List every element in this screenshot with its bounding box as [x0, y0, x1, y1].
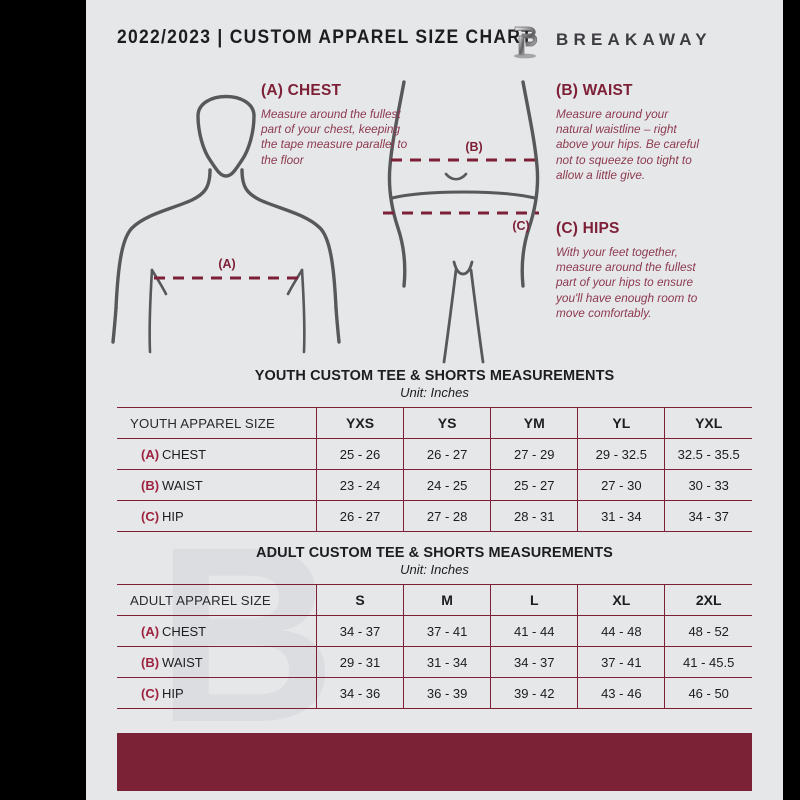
youth-chest-ys: 26 - 27 — [403, 438, 492, 470]
youth-table-unit: Unit: Inches — [400, 385, 469, 400]
hip-measure-label: (C) — [512, 219, 529, 233]
adult-chest-s: 34 - 37 — [316, 615, 405, 647]
hips-figure: (B) (C) — [383, 80, 540, 364]
adult-row-label-chest: (A) CHEST — [117, 615, 317, 647]
hips-description-block: (C) HIPS With your feet together, measur… — [556, 220, 708, 321]
youth-hip-yxs: 26 - 27 — [316, 500, 405, 532]
waist-body: Measure around your natural waistline – … — [556, 107, 699, 182]
chest-description-block: (A) CHEST Measure around the fullest par… — [261, 82, 411, 168]
table-row: (A) CHEST 34 - 37 37 - 41 41 - 44 44 - 48… — [117, 615, 752, 647]
body-illustrations: (A) (B) (C) (A) CHEST Measure around the… — [86, 70, 783, 370]
youth-chest-yxs: 25 - 26 — [316, 438, 405, 470]
adult-hip-s: 34 - 36 — [316, 677, 405, 709]
youth-hip-yl: 31 - 34 — [577, 500, 666, 532]
table-row: (B) WAIST 29 - 31 31 - 34 34 - 37 37 - 41… — [117, 646, 752, 678]
youth-hip-yxl: 34 - 37 — [664, 500, 752, 532]
footer-bar — [117, 733, 752, 791]
row-code: (B) — [141, 477, 160, 493]
table-row: (A) CHEST 25 - 26 26 - 27 27 - 29 29 - 32… — [117, 438, 752, 470]
youth-chest-ym: 27 - 29 — [490, 438, 579, 470]
table-header-row: ADULT APPAREL SIZE S M L XL 2XL — [117, 584, 752, 616]
adult-size-col-1: M — [403, 584, 492, 616]
adult-size-col-0: S — [316, 584, 405, 616]
youth-hip-ys: 27 - 28 — [403, 500, 492, 532]
torso-figure: (A) — [111, 94, 341, 354]
adult-size-header-label: ADULT APPAREL SIZE — [117, 584, 317, 616]
adult-chest-xl: 44 - 48 — [577, 615, 666, 647]
row-code: (A) — [141, 446, 160, 462]
youth-chest-yl: 29 - 32.5 — [577, 438, 666, 470]
waist-description-block: (B) WAIST Measure around your natural wa… — [556, 82, 706, 183]
adult-table-unit: Unit: Inches — [400, 562, 469, 577]
adult-size-col-3: XL — [577, 584, 666, 616]
adult-chest-2xl: 48 - 52 — [664, 615, 752, 647]
row-code: (A) — [141, 623, 160, 639]
waist-measure-label: (B) — [465, 140, 482, 154]
chest-body: Measure around the fullest part of your … — [261, 107, 408, 167]
youth-size-col-1: YS — [403, 407, 492, 439]
youth-waist-yl: 27 - 30 — [577, 469, 666, 501]
adult-waist-xl: 37 - 41 — [577, 646, 666, 678]
hips-body: With your feet together, measure around … — [556, 245, 698, 320]
youth-size-col-4: YXL — [664, 407, 752, 439]
adult-size-table: ADULT APPAREL SIZE S M L XL 2XL (A) CHEST… — [117, 584, 752, 709]
youth-row-label-chest: (A) CHEST — [117, 438, 317, 470]
adult-chest-l: 41 - 44 — [490, 615, 579, 647]
youth-waist-yxl: 30 - 33 — [664, 469, 752, 501]
adult-size-col-4: 2XL — [664, 584, 752, 616]
youth-chest-yxl: 32.5 - 35.5 — [664, 438, 752, 470]
adult-waist-l: 34 - 37 — [490, 646, 579, 678]
table-header-row: YOUTH APPAREL SIZE YXS YS YM YL YXL — [117, 407, 752, 439]
row-code: (C) — [141, 685, 160, 701]
youth-table-title: YOUTH CUSTOM TEE & SHORTS MEASUREMENTS — [254, 368, 615, 384]
adult-waist-m: 31 - 34 — [403, 646, 492, 678]
adult-size-col-2: L — [490, 584, 579, 616]
waist-heading: (B) WAIST — [556, 82, 633, 99]
adult-hip-l: 39 - 42 — [490, 677, 579, 709]
row-name: CHEST — [162, 623, 207, 639]
table-row: (B) WAIST 23 - 24 24 - 25 25 - 27 27 - 30… — [117, 469, 752, 501]
page-header: 2022/2023 | CUSTOM APPAREL SIZE CHART BR… — [86, 22, 783, 62]
youth-size-col-0: YXS — [316, 407, 405, 439]
youth-size-col-3: YL — [577, 407, 666, 439]
youth-size-table: YOUTH APPAREL SIZE YXS YS YM YL YXL (A) C… — [117, 407, 752, 532]
row-name: WAIST — [162, 477, 203, 493]
youth-hip-ym: 28 - 31 — [490, 500, 579, 532]
page-title: 2022/2023 | CUSTOM APPAREL SIZE CHART — [117, 27, 534, 48]
youth-size-table-section: YOUTH CUSTOM TEE & SHORTS MEASUREMENTS U… — [117, 368, 752, 532]
youth-waist-ys: 24 - 25 — [403, 469, 492, 501]
adult-hip-xl: 43 - 46 — [577, 677, 666, 709]
chest-measure-label: (A) — [218, 257, 235, 271]
youth-size-header-label: YOUTH APPAREL SIZE — [117, 407, 317, 439]
row-code: (B) — [141, 654, 160, 670]
table-row: (C) HIP 34 - 36 36 - 39 39 - 42 43 - 46 4… — [117, 677, 752, 709]
table-row: (C) HIP 26 - 27 27 - 28 28 - 31 31 - 34 3… — [117, 500, 752, 532]
youth-waist-ym: 25 - 27 — [490, 469, 579, 501]
row-code: (C) — [141, 508, 160, 524]
adult-hip-m: 36 - 39 — [403, 677, 492, 709]
row-name: HIP — [162, 685, 184, 701]
adult-table-title: ADULT CUSTOM TEE & SHORTS MEASUREMENTS — [256, 545, 613, 561]
adult-chest-m: 37 - 41 — [403, 615, 492, 647]
adult-row-label-hip: (C) HIP — [117, 677, 317, 709]
adult-row-label-waist: (B) WAIST — [117, 646, 317, 678]
row-name: HIP — [162, 508, 184, 524]
youth-size-col-2: YM — [490, 407, 579, 439]
brand-name: BREAKAWAY — [556, 30, 712, 49]
adult-hip-2xl: 46 - 50 — [664, 677, 752, 709]
adult-waist-2xl: 41 - 45.5 — [664, 646, 752, 678]
size-chart-page: B 2022/2023 | CUSTOM APPAREL SIZE CHART … — [86, 0, 783, 800]
row-name: CHEST — [162, 446, 207, 462]
adult-size-table-section: ADULT CUSTOM TEE & SHORTS MEASUREMENTS U… — [117, 545, 752, 709]
row-name: WAIST — [162, 654, 203, 670]
youth-row-label-hip: (C) HIP — [117, 500, 317, 532]
adult-waist-s: 29 - 31 — [316, 646, 405, 678]
hips-heading: (C) HIPS — [556, 220, 620, 237]
breakaway-logo-icon — [514, 26, 538, 59]
chest-heading: (A) CHEST — [261, 82, 342, 99]
youth-row-label-waist: (B) WAIST — [117, 469, 317, 501]
youth-waist-yxs: 23 - 24 — [316, 469, 405, 501]
